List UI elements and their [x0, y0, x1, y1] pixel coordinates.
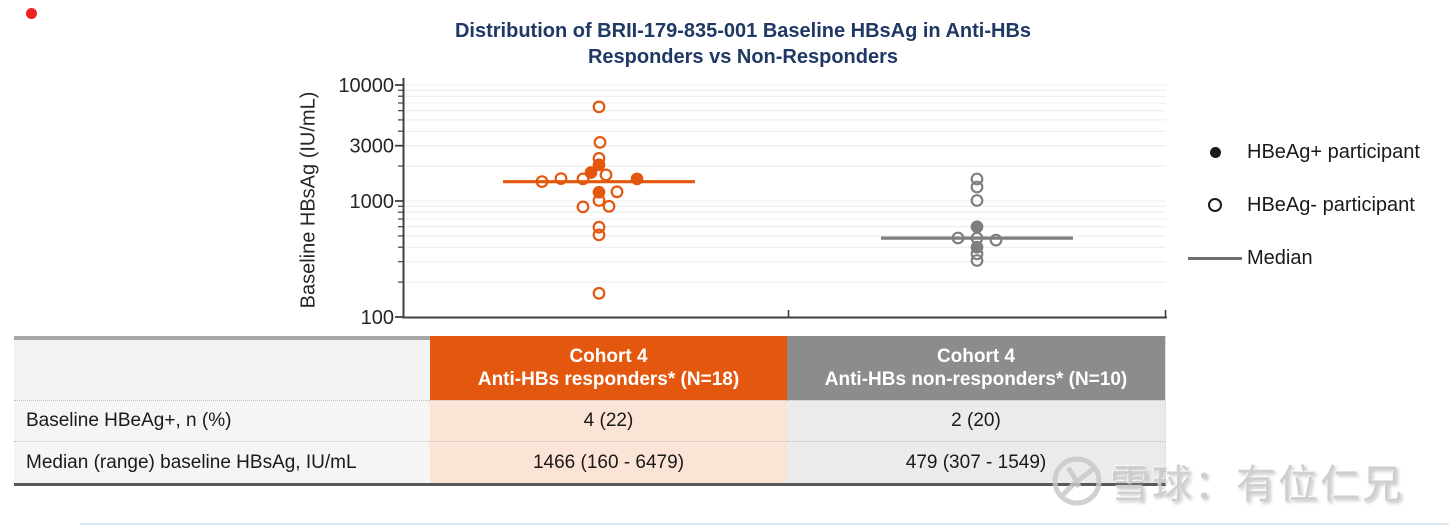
- group-non-responders: [881, 172, 1073, 267]
- legend-item-median: Median: [1186, 246, 1420, 270]
- row-label-baseline-hbeag: Baseline HBeAg+, n (%): [14, 400, 430, 441]
- table-header-responders: Cohort 4 Anti-HBs responders* (N=18): [430, 336, 787, 400]
- data-point-open: [554, 172, 568, 186]
- data-point-open: [989, 233, 1003, 247]
- red-dot-indicator: [26, 8, 37, 19]
- data-point-filled: [592, 158, 606, 172]
- data-point-filled: [970, 220, 984, 234]
- y-axis-tick-labels: 10000 3000 1000 100: [338, 75, 394, 329]
- chart-title: Distribution of BRII-179-835-001 Baselin…: [380, 18, 1106, 70]
- data-point-open: [951, 231, 965, 245]
- data-point-open: [970, 194, 984, 207]
- data-point-open: [592, 228, 606, 242]
- open-circle-icon: [1186, 198, 1244, 212]
- legend-item-hbeag-positive: HBeAg+ participant: [1186, 140, 1420, 164]
- summary-table: Cohort 4 Anti-HBs responders* (N=18) Coh…: [14, 336, 1166, 486]
- watermark: 雪球：有位仁兄: [1050, 452, 1404, 510]
- data-point-open: [970, 254, 984, 267]
- svg-text:100: 100: [361, 307, 394, 329]
- table-header-non-responders: Cohort 4 Anti-HBs non-responders* (N=10): [787, 336, 1165, 400]
- cell-hbeag-responders: 4 (22): [430, 400, 787, 441]
- y-axis-ticks: [395, 84, 403, 318]
- chart-title-line2: Responders vs Non-Responders: [587, 46, 899, 68]
- header-cohort-label: Cohort 4: [936, 346, 1016, 367]
- median-line-icon: [1186, 256, 1244, 260]
- cell-hbeag-non-responders: 2 (20): [787, 400, 1165, 441]
- data-point-open: [592, 194, 606, 207]
- group-responders: [503, 100, 695, 300]
- header-group-label: Anti-HBs responders* (N=18): [477, 369, 740, 390]
- row-label-median-hbsag: Median (range) baseline HBsAg, IU/mL: [14, 441, 430, 483]
- legend-item-hbeag-negative: HBeAg- participant: [1186, 193, 1420, 217]
- data-point-open: [592, 286, 606, 300]
- svg-text:3000: 3000: [350, 136, 395, 158]
- data-point-open: [593, 135, 607, 149]
- legend-label: HBeAg- participant: [1247, 193, 1415, 216]
- table-header-empty-cell: [14, 336, 430, 400]
- data-point-open: [576, 200, 590, 214]
- legend-label: HBeAg+ participant: [1247, 140, 1420, 163]
- gridlines: [403, 84, 1166, 283]
- data-point-open: [970, 180, 984, 194]
- legend-label: Median: [1247, 246, 1313, 269]
- data-point-open: [592, 220, 606, 234]
- data-point-open: [610, 185, 624, 199]
- filled-circle-icon: [1186, 146, 1244, 158]
- bottom-divider-line: [80, 523, 1449, 525]
- data-point-open: [576, 172, 590, 186]
- data-point-filled: [630, 172, 644, 186]
- svg-text:1000: 1000: [350, 191, 395, 213]
- data-point-open: [599, 168, 613, 182]
- cell-median-responders: 1466 (160 - 6479): [430, 441, 787, 483]
- header-group-label: Anti-HBs non-responders* (N=10): [824, 369, 1128, 390]
- header-cohort-label: Cohort 4: [569, 346, 648, 367]
- data-point-open: [535, 175, 549, 189]
- data-point-open: [592, 100, 606, 114]
- watermark-text: 雪球：有位仁兄: [1110, 463, 1404, 507]
- data-point-open: [970, 247, 984, 261]
- chart-legend: HBeAg+ participant HBeAg- participant Me…: [1186, 140, 1420, 299]
- data-point-open: [970, 172, 984, 186]
- chart-title-line1: Distribution of BRII-179-835-001 Baselin…: [454, 20, 1032, 42]
- xueqiu-logo-icon: [1052, 456, 1102, 506]
- axes: [402, 78, 1167, 319]
- cell-median-non-responders: 479 (307 - 1549): [787, 441, 1165, 483]
- data-point-open: [602, 199, 616, 213]
- svg-text:10000: 10000: [338, 75, 394, 97]
